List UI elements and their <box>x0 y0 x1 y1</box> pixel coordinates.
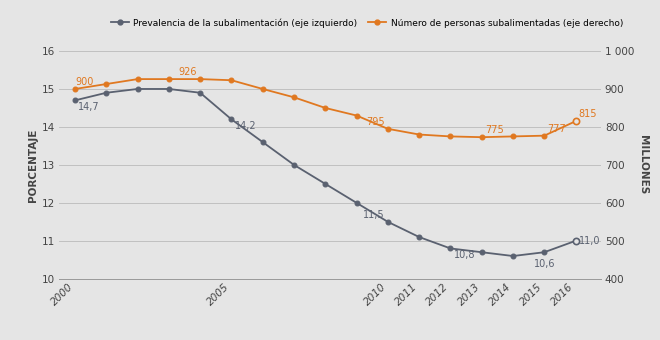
Text: 10,8: 10,8 <box>453 250 475 260</box>
Text: 14,2: 14,2 <box>234 121 256 131</box>
Text: 11,0: 11,0 <box>579 236 600 246</box>
Text: 775: 775 <box>485 124 504 135</box>
Legend: Prevalencia de la subalimentación (eje izquierdo), Número de personas subaliment: Prevalencia de la subalimentación (eje i… <box>107 15 627 31</box>
Text: 10,6: 10,6 <box>533 259 555 269</box>
Text: 14,7: 14,7 <box>78 102 100 112</box>
Y-axis label: PORCENTAJE: PORCENTAJE <box>28 128 38 202</box>
Text: 777: 777 <box>547 124 566 134</box>
Text: 795: 795 <box>366 117 385 127</box>
Text: 926: 926 <box>179 67 197 77</box>
Text: 815: 815 <box>579 109 597 119</box>
Y-axis label: MILLONES: MILLONES <box>638 135 648 194</box>
Text: 900: 900 <box>75 77 94 87</box>
Text: 11,5: 11,5 <box>363 210 385 220</box>
